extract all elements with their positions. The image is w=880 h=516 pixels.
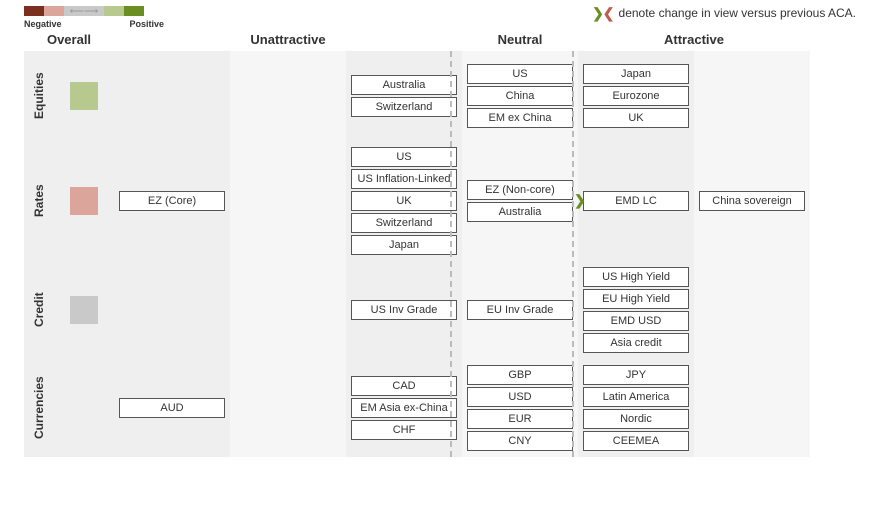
allocation-item: EMD USD bbox=[583, 311, 689, 331]
allocation-item: CNY bbox=[467, 431, 573, 451]
column-divider bbox=[572, 51, 574, 457]
grid-cell bbox=[230, 51, 346, 141]
grid-cell bbox=[230, 141, 346, 261]
overall-cell bbox=[54, 359, 114, 457]
allocation-item: JPY bbox=[583, 365, 689, 385]
header-neutral: Neutral bbox=[462, 32, 578, 47]
allocation-item: Asia credit bbox=[583, 333, 689, 353]
allocation-item: China sovereign bbox=[699, 191, 805, 211]
sentiment-scale-legend: ⟵⟶ Negative Positive bbox=[24, 6, 164, 29]
allocation-item: EUR bbox=[467, 409, 573, 429]
allocation-item: Australia bbox=[351, 75, 457, 95]
grid-cell: EU Inv Grade bbox=[462, 261, 578, 359]
allocation-item: Latin America bbox=[583, 387, 689, 407]
grid-cell bbox=[230, 359, 346, 457]
grid-cell: EZ (Core) bbox=[114, 141, 230, 261]
overall-cell bbox=[54, 141, 114, 261]
allocation-item: Nordic bbox=[583, 409, 689, 429]
allocation-item: Switzerland bbox=[351, 97, 457, 117]
header-overall: Overall bbox=[24, 32, 114, 47]
grid-cell: AustraliaSwitzerland bbox=[346, 51, 462, 141]
grid-cell bbox=[694, 51, 810, 141]
grid-cell: USChinaEM ex China bbox=[462, 51, 578, 141]
overall-swatch bbox=[70, 187, 98, 215]
allocation-item: EU Inv Grade bbox=[467, 300, 573, 320]
chevron-left-icon: ❮ bbox=[603, 6, 615, 20]
allocation-item: Australia bbox=[467, 202, 573, 222]
grid-cell: US Inv Grade bbox=[346, 261, 462, 359]
allocation-item: Switzerland bbox=[351, 213, 457, 233]
change-marker-icon: ❯ bbox=[574, 193, 586, 207]
grid-cell bbox=[114, 261, 230, 359]
header-unattractive: Unattractive bbox=[114, 32, 462, 47]
overall-cell bbox=[54, 51, 114, 141]
allocation-item: EU High Yield bbox=[583, 289, 689, 309]
row-label: Currencies bbox=[24, 359, 54, 457]
overall-swatch bbox=[70, 296, 98, 324]
grid-cell: GBPUSDEURCNY bbox=[462, 359, 578, 457]
allocation-item: US bbox=[351, 147, 457, 167]
grid-cell bbox=[694, 359, 810, 457]
overall-swatch bbox=[70, 82, 98, 110]
change-marker-legend: ❯❮ denote change in view versus previous… bbox=[592, 6, 856, 20]
grid-cell bbox=[694, 261, 810, 359]
change-legend-text: denote change in view versus previous AC… bbox=[619, 6, 856, 20]
header-attractive: Attractive bbox=[578, 32, 810, 47]
row-label: Equities bbox=[24, 51, 54, 141]
allocation-item: US High Yield bbox=[583, 267, 689, 287]
allocation-item: Eurozone bbox=[583, 86, 689, 106]
column-headers: Overall Unattractive Neutral Attractive bbox=[0, 32, 880, 47]
allocation-item: UK bbox=[583, 108, 689, 128]
grid-cell: EZ (Non-core)Australia bbox=[462, 141, 578, 261]
grid-cell: EMD LC❯ bbox=[578, 141, 694, 261]
allocation-item: USD bbox=[467, 387, 573, 407]
allocation-item: US Inv Grade bbox=[351, 300, 457, 320]
asset-class-row: EquitiesAustraliaSwitzerlandUSChinaEM ex… bbox=[24, 51, 856, 141]
allocation-item: UK bbox=[351, 191, 457, 211]
overall-cell bbox=[54, 261, 114, 359]
grid-cell: JPYLatin AmericaNordicCEEMEA bbox=[578, 359, 694, 457]
allocation-item: China bbox=[467, 86, 573, 106]
allocation-item: Japan bbox=[583, 64, 689, 84]
asset-class-row: Rates EZ (Core) USUS Inflation-LinkedUKSwi… bbox=[24, 141, 856, 261]
grid-cell bbox=[230, 261, 346, 359]
allocation-grid: EquitiesAustraliaSwitzerlandUSChinaEM ex… bbox=[0, 51, 880, 457]
allocation-item: EM Asia ex-China bbox=[351, 398, 457, 418]
grid-cell: CADEM Asia ex-ChinaCHF bbox=[346, 359, 462, 457]
legend-positive-label: Positive bbox=[129, 19, 164, 29]
allocation-item: CAD bbox=[351, 376, 457, 396]
allocation-item: Japan bbox=[351, 235, 457, 255]
allocation-item: CEEMEA bbox=[583, 431, 689, 451]
allocation-item: EZ (Non-core) bbox=[467, 180, 573, 200]
grid-cell: US High YieldEU High YieldEMD USDAsia cr… bbox=[578, 261, 694, 359]
asset-class-row: CurrenciesAUDCADEM Asia ex-ChinaCHFGBPUS… bbox=[24, 359, 856, 457]
grid-cell: JapanEurozoneUK bbox=[578, 51, 694, 141]
allocation-item: EMD LC❯ bbox=[583, 191, 689, 211]
allocation-item: US bbox=[467, 64, 573, 84]
allocation-item: EZ (Core) bbox=[119, 191, 225, 211]
column-divider bbox=[450, 51, 452, 457]
allocation-item: CHF bbox=[351, 420, 457, 440]
allocation-item: AUD bbox=[119, 398, 225, 418]
allocation-item: GBP bbox=[467, 365, 573, 385]
grid-cell: AUD bbox=[114, 359, 230, 457]
legend-negative-label: Negative bbox=[24, 19, 62, 29]
allocation-item: EM ex China bbox=[467, 108, 573, 128]
row-label: Rates bbox=[24, 141, 54, 261]
grid-cell: China sovereign bbox=[694, 141, 810, 261]
grid-cell bbox=[114, 51, 230, 141]
asset-class-row: CreditUS Inv GradeEU Inv GradeUS High Yi… bbox=[24, 261, 856, 359]
grid-cell: USUS Inflation-LinkedUKSwitzerlandJapan bbox=[346, 141, 462, 261]
allocation-item: US Inflation-Linked bbox=[351, 169, 457, 189]
row-label: Credit bbox=[24, 261, 54, 359]
